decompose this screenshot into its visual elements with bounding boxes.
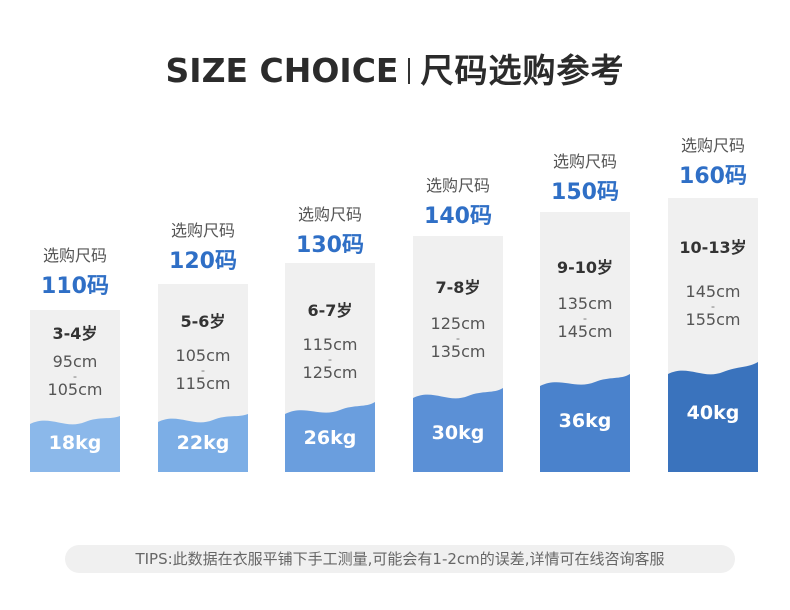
height-dash: - <box>711 299 715 313</box>
tips-note: TIPS:此数据在衣服平铺下手工测量,可能会有1-2cm的误差,详情可在线咨询客… <box>65 545 735 573</box>
size-card-110: 3-4岁 95cm - 105cm 18kg <box>30 310 120 472</box>
title-divider <box>408 58 411 84</box>
size-value: 110码 <box>41 274 109 299</box>
size-label: 选购尺码 <box>42 246 107 265</box>
weight-value: 18kg <box>48 432 102 454</box>
weight-wave <box>668 362 758 472</box>
size-label: 选购尺码 <box>297 205 362 224</box>
weight-value: 40kg <box>686 402 740 424</box>
weight-wave <box>285 402 375 472</box>
weight-value: 22kg <box>176 432 230 454</box>
height-dash: - <box>456 331 460 345</box>
size-header-120: 选购尺码 120码 <box>158 217 248 275</box>
size-value: 140码 <box>424 204 492 229</box>
size-header-140: 选购尺码 140码 <box>413 172 503 230</box>
height-from: 115cm <box>302 335 358 354</box>
size-card-120: 5-6岁 105cm - 115cm 22kg <box>158 284 248 472</box>
size-value: 160码 <box>679 164 747 189</box>
age-range: 3-4岁 <box>52 324 98 343</box>
height-dash: - <box>73 369 77 383</box>
weight-value: 30kg <box>431 422 485 444</box>
size-header-150: 选购尺码 150码 <box>540 148 630 206</box>
age-range: 9-10岁 <box>556 258 614 277</box>
weight-wave <box>540 374 630 472</box>
age-range: 7-8岁 <box>435 278 481 297</box>
size-card-160: 10-13岁 145cm - 155cm 40kg <box>668 198 758 472</box>
size-card-140: 7-8岁 125cm - 135cm 30kg <box>413 236 503 472</box>
size-card-130: 6-7岁 115cm - 125cm 26kg <box>285 263 375 472</box>
size-value: 150码 <box>551 180 619 205</box>
age-range: 10-13岁 <box>679 238 747 257</box>
height-to: 155cm <box>685 310 741 329</box>
height-to: 125cm <box>302 363 358 382</box>
weight-value: 26kg <box>303 427 357 449</box>
size-value: 120码 <box>169 249 237 274</box>
height-to: 145cm <box>557 322 613 341</box>
title-english: SIZE CHOICE <box>165 51 399 90</box>
size-label: 选购尺码 <box>170 221 235 240</box>
height-from: 95cm <box>52 352 98 371</box>
height-to: 105cm <box>47 380 103 399</box>
height-dash: - <box>583 311 587 325</box>
weight-wave <box>30 416 120 472</box>
size-header-110: 选购尺码 110码 <box>30 242 120 300</box>
height-to: 135cm <box>430 342 486 361</box>
weight-wave <box>158 414 248 472</box>
size-label: 选购尺码 <box>425 176 490 195</box>
size-header-160: 选购尺码 160码 <box>668 132 758 190</box>
height-from: 125cm <box>430 314 486 333</box>
size-header-130: 选购尺码 130码 <box>285 201 375 259</box>
size-label: 选购尺码 <box>680 136 745 155</box>
height-from: 105cm <box>175 346 231 365</box>
page-title: SIZE CHOICE 尺码选购参考 <box>0 44 790 92</box>
weight-wave <box>413 388 503 472</box>
height-from: 145cm <box>685 282 741 301</box>
age-range: 6-7岁 <box>307 301 353 320</box>
size-value: 130码 <box>296 233 364 258</box>
height-dash: - <box>201 363 205 377</box>
height-dash: - <box>328 352 332 366</box>
weight-value: 36kg <box>558 410 612 432</box>
height-to: 115cm <box>175 374 231 393</box>
title-chinese: 尺码选购参考 <box>420 51 625 90</box>
size-label: 选购尺码 <box>552 152 617 171</box>
size-card-150: 9-10岁 135cm - 145cm 36kg <box>540 212 630 472</box>
height-from: 135cm <box>557 294 613 313</box>
age-range: 5-6岁 <box>180 312 226 331</box>
